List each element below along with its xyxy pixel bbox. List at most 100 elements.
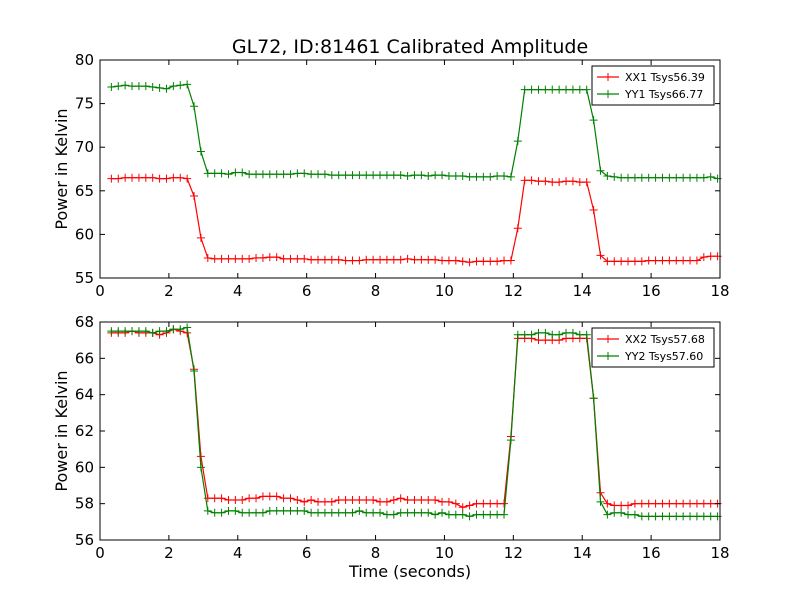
data-point-2-2 [252,508,261,517]
x-tick-label: 16 [642,282,661,300]
data-point-1-2 [493,171,502,180]
data-point-1-1 [706,252,715,261]
data-point-1-1 [348,256,357,265]
data-point-2-2 [265,506,274,515]
data-point-2-2 [555,330,564,339]
data-point-1-2 [617,173,626,182]
data-point-2-2 [458,510,467,519]
data-point-2-2 [327,508,336,517]
data-point-1-2 [128,82,137,91]
data-point-2-2 [582,330,591,339]
y-tick-label: 62 [75,422,94,440]
data-point-2-2 [513,330,522,339]
data-point-1-1 [686,256,695,265]
data-point-1-1 [699,253,708,262]
legend-box [591,65,715,106]
data-point-1-1 [210,254,219,263]
data-point-2-2 [493,510,502,519]
data-point-1-2 [424,171,433,180]
data-point-2-1 [334,496,343,505]
data-point-2-2 [148,328,157,337]
y-tick-label: 70 [75,138,94,156]
data-point-1-2 [410,171,419,180]
data-point-1-2 [190,102,199,111]
data-point-2-2 [307,508,316,517]
data-point-2-2 [424,508,433,517]
data-point-1-2 [679,173,688,182]
data-point-1-1 [252,253,261,262]
data-point-1-2 [658,173,667,182]
legend-marker [604,335,612,343]
data-point-1-1 [300,254,309,263]
data-point-1-1 [245,254,254,263]
data-point-2-2 [534,328,543,337]
data-point-1-2 [582,85,591,94]
data-point-2-1 [293,496,302,505]
legend-label: YY1 Tsys66.77 [624,88,703,101]
data-point-2-1 [692,499,701,508]
data-point-2-2 [699,512,708,521]
data-point-2-2 [217,508,226,517]
x-tick-label: 8 [371,544,381,562]
data-point-1-2 [500,171,509,180]
data-point-1-2 [176,81,185,90]
data-point-2-2 [506,436,515,445]
x-tick-label: 0 [95,282,105,300]
data-point-1-1 [637,257,646,266]
data-point-1-1 [568,177,577,186]
data-point-2-1 [686,499,695,508]
data-point-1-2 [651,173,660,182]
data-point-2-2 [403,508,412,517]
data-point-2-1 [279,494,288,503]
series-line-1-1 [111,177,718,263]
chart-title: GL72, ID:81461 Calibrated Amplitude [232,36,588,58]
data-point-1-2 [562,85,571,94]
data-point-1-1 [362,255,371,264]
data-point-2-1 [389,496,398,505]
data-point-1-2 [369,171,378,180]
data-point-2-2 [286,506,295,515]
data-point-1-1 [382,255,391,264]
data-point-2-1 [314,497,323,506]
data-point-2-1 [472,499,481,508]
data-point-1-2 [672,173,681,182]
data-point-2-2 [438,508,447,517]
x-tick-label: 14 [573,282,592,300]
data-point-2-2 [362,508,371,517]
data-point-1-2 [327,171,336,180]
data-point-2-1 [382,497,391,506]
data-point-2-1 [245,494,254,503]
data-point-1-2 [341,171,350,180]
data-point-2-1 [651,499,660,508]
y-tick-label: 58 [75,495,94,513]
y-axis-label: Power in Kelvin [52,108,71,229]
x-tick-label: 4 [233,282,243,300]
data-point-1-1 [293,254,302,263]
data-point-1-2 [217,169,226,178]
data-point-2-1 [438,497,447,506]
data-point-1-2 [610,172,619,181]
data-point-1-2 [148,83,157,92]
data-point-1-1 [369,255,378,264]
data-point-1-1 [389,255,398,264]
data-point-2-1 [500,499,509,508]
data-point-1-2 [348,171,357,180]
data-point-1-2 [376,171,385,180]
data-point-1-2 [134,82,143,91]
data-point-1-1 [610,257,619,266]
data-point-2-1 [286,494,295,503]
data-point-1-2 [431,171,440,180]
data-point-2-1 [320,497,329,506]
data-point-1-2 [245,170,254,179]
data-point-2-2 [376,508,385,517]
y-tick-label: 60 [75,225,94,243]
data-point-2-1 [196,452,205,461]
data-point-2-1 [444,497,453,506]
x-tick-label: 6 [302,282,312,300]
data-point-1-1 [148,173,157,182]
data-point-2-1 [224,496,233,505]
data-point-1-1 [258,253,267,262]
data-point-2-1 [603,499,612,508]
data-point-1-1 [651,256,660,265]
data-point-1-1 [238,254,247,263]
